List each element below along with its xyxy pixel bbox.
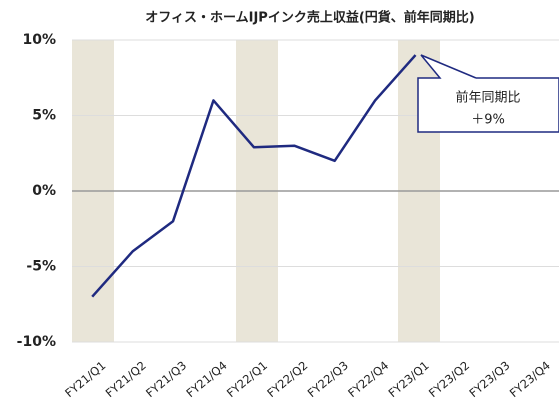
- x-tick-label: FY22/Q4: [345, 358, 391, 400]
- series-line: [91, 54, 417, 298]
- y-tick-label: 5%: [32, 108, 56, 124]
- x-tick-label: FY21/Q4: [183, 358, 229, 400]
- y-tick-label: -10%: [17, 334, 56, 350]
- x-tick-label: FY21/Q2: [103, 358, 149, 400]
- x-tick-label: FY22/Q2: [264, 358, 310, 400]
- x-tick-label: FY21/Q1: [62, 358, 108, 400]
- y-tick-label: 0%: [32, 183, 56, 199]
- annotation: 前年同期比: [455, 90, 520, 106]
- chart-title: オフィス・ホームIJPインク売上収益(円貨、前年同期比): [145, 10, 474, 26]
- y-tick-label: -5%: [26, 259, 56, 275]
- x-tick-label: FY21/Q3: [143, 358, 189, 400]
- x-tick-label: FY22/Q3: [305, 358, 351, 400]
- x-tick-label: FY23/Q1: [386, 358, 432, 400]
- y-tick-label: 10%: [22, 32, 56, 48]
- x-tick-label: FY23/Q3: [466, 358, 512, 400]
- x-tick-label: FY22/Q1: [224, 358, 270, 400]
- x-tick-label: FY23/Q4: [507, 358, 553, 400]
- annotation: ＋9%: [471, 113, 505, 128]
- x-tick-label: FY23/Q2: [426, 358, 472, 400]
- callout: [417, 54, 559, 133]
